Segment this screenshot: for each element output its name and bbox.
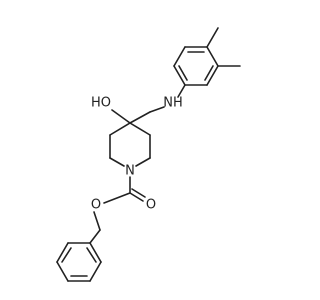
atom-label: N bbox=[125, 164, 135, 179]
atom-label: NH bbox=[163, 96, 183, 111]
atom-label: HO bbox=[91, 96, 111, 111]
bonds bbox=[56, 27, 241, 282]
molecule-diagram: NH HO N O O bbox=[56, 27, 241, 282]
atom-label: O bbox=[146, 198, 156, 213]
atom-label: O bbox=[91, 198, 101, 213]
